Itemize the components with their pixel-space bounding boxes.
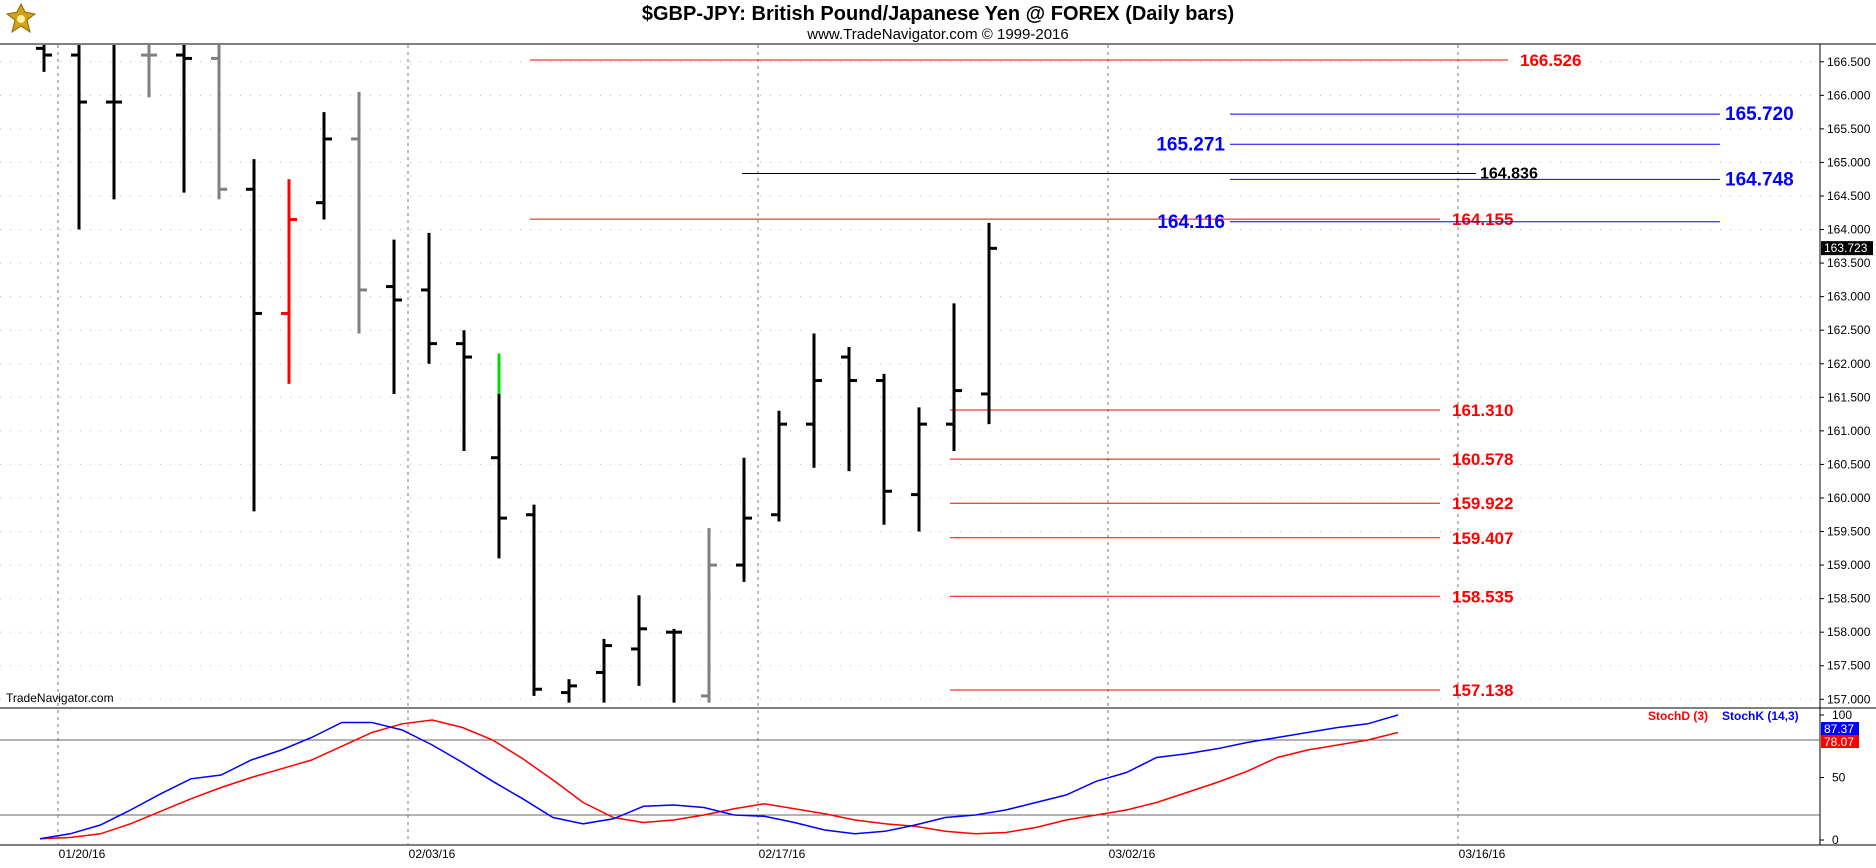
date-tick-label: 01/20/16 [59, 847, 106, 861]
stochastic-series-line [39, 714, 1399, 840]
price-tick-label: 159.000 [1827, 558, 1871, 572]
price-tick-label: 162.000 [1827, 357, 1871, 371]
chart-title: $GBP-JPY: British Pound/Japanese Yen @ F… [641, 3, 1235, 25]
price-tick-label: 157.000 [1827, 692, 1871, 706]
fibonacci-label: 158.535 [1452, 587, 1513, 606]
price-tick-label: 160.000 [1827, 491, 1871, 505]
legend-stoch-d: StochD (3) [1648, 709, 1708, 723]
fibonacci-label: 159.922 [1452, 494, 1513, 513]
price-tick-label: 158.500 [1827, 592, 1871, 606]
date-tick-label: 02/17/16 [759, 847, 806, 861]
projection-label: 164.748 [1725, 169, 1794, 190]
price-tick-label: 157.500 [1827, 659, 1871, 673]
stochastic-value-badge [1821, 722, 1859, 735]
stochastic-value-label: 78.07 [1824, 735, 1854, 749]
projection-label: 164.116 [1157, 212, 1225, 233]
price-axis: 157.000 157.500 158.000 158.500 159.000 159.5… [1820, 55, 1873, 706]
price-tick-label: 164.500 [1827, 189, 1871, 203]
fibonacci-label: 161.310 [1452, 401, 1513, 420]
fibonacci-label: 159.407 [1452, 529, 1513, 548]
price-tick-label: 164.000 [1827, 223, 1871, 237]
price-tick-label: 163.000 [1827, 290, 1871, 304]
fibonacci-label: 166.526 [1520, 51, 1581, 70]
date-tick-label: 03/02/16 [1109, 847, 1156, 861]
projection-label: 165.720 [1725, 104, 1794, 125]
chart-header: $GBP-JPY: British Pound/Japanese Yen @ F… [0, 2, 1876, 43]
price-tick-label: 165.500 [1827, 122, 1871, 136]
fibonacci-label: 157.138 [1452, 681, 1513, 700]
projection-label: 165.271 [1156, 134, 1225, 155]
price-tick-label: 163.500 [1827, 256, 1871, 270]
price-tick-label: 162.500 [1827, 323, 1871, 337]
stochastic-tick-label: 50 [1832, 771, 1846, 785]
last-price-label: 163.723 [1824, 241, 1868, 255]
fibonacci-label: 160.578 [1452, 450, 1513, 469]
resistance-label: 164.836 [1480, 165, 1538, 182]
price-tick-label: 159.500 [1827, 525, 1871, 539]
price-tick-label: 158.000 [1827, 625, 1871, 639]
price-tick-label: 161.000 [1827, 424, 1871, 438]
stochastic-series-line [39, 719, 1399, 840]
fibonacci-label: 164.155 [1452, 210, 1513, 229]
watermark-text: TradeNavigator.com [6, 691, 114, 705]
bar-layer [36, 45, 997, 703]
stochastic-value-badge [1821, 735, 1859, 748]
chart-subtitle: www.TradeNavigator.com © 1999-2016 [807, 26, 1069, 43]
stochastic-value-label: 87.37 [1824, 722, 1854, 736]
trade-navigator-logo [2, 2, 40, 38]
price-tick-label: 166.000 [1827, 88, 1871, 102]
stochastic-tick-label: 0 [1832, 833, 1839, 847]
line-layer: 166.526 164.155 161.310 160.578 159.922 159.4… [530, 51, 1794, 700]
date-tick-label: 02/03/16 [409, 847, 456, 861]
price-tick-label: 160.500 [1827, 457, 1871, 471]
date-tick-label: 03/16/16 [1459, 847, 1506, 861]
legend-stoch-k: StochK (14,3) [1722, 709, 1799, 723]
last-price-badge [1821, 241, 1873, 256]
price-tick-label: 165.000 [1827, 155, 1871, 169]
price-tick-label: 161.500 [1827, 390, 1871, 404]
grid-layer [0, 43, 1876, 846]
stochastic-tick-label: 100 [1832, 708, 1852, 722]
date-axis: 01/20/16 02/03/16 02/17/16 03/02/16 03/16/16 [59, 847, 1506, 861]
price-tick-label: 166.500 [1827, 55, 1871, 69]
